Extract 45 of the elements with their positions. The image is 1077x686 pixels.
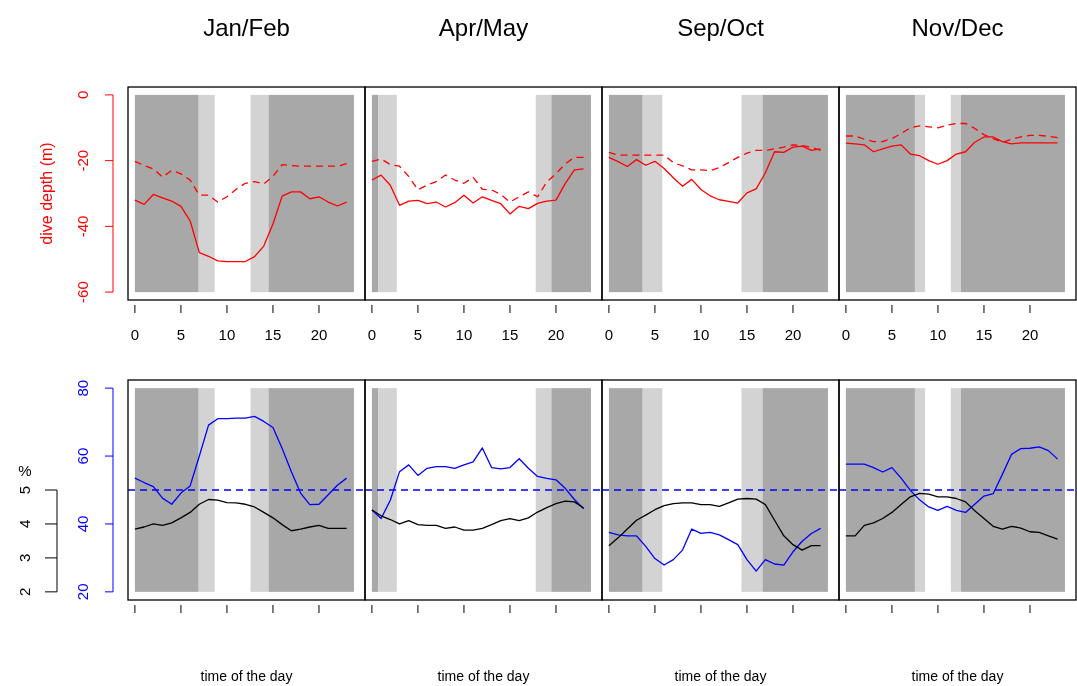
- x-tick-label: 10: [218, 326, 236, 343]
- y2-axis-title: %: [18, 462, 32, 479]
- x-tick-label: 20: [310, 326, 328, 343]
- y-axis-title: dive depth (m): [38, 142, 55, 245]
- x-axis-title: time of the day: [674, 668, 767, 684]
- y-tick-label: -20: [74, 149, 91, 172]
- y-tick-label: -40: [74, 215, 91, 238]
- x-axis-title: time of the day: [437, 668, 530, 684]
- x-tick-label: 15: [975, 326, 993, 343]
- y-tick-label: 0: [74, 90, 91, 100]
- x-tick-label: 20: [1021, 326, 1039, 343]
- x-tick-label: 15: [738, 326, 756, 343]
- x-tick-label: 5: [887, 326, 897, 343]
- x-axis-title: time of the day: [200, 668, 293, 684]
- line-series: [134, 191, 348, 263]
- line-series: [134, 498, 348, 532]
- y-tick-label: 40: [74, 515, 91, 533]
- x-tick-label: 15: [501, 326, 519, 343]
- line-series: [134, 160, 348, 203]
- x-tick-label: 0: [604, 326, 614, 343]
- y2-tick-label: 3: [16, 553, 33, 563]
- x-tick-label: 5: [650, 326, 660, 343]
- chart-title: Apr/May: [438, 14, 529, 41]
- x-tick-label: 5: [176, 326, 186, 343]
- x-tick-label: 20: [784, 326, 802, 343]
- x-tick-label: 0: [841, 326, 851, 343]
- chart-title: Nov/Dec: [911, 14, 1004, 41]
- y-tick-label: 20: [74, 583, 91, 601]
- x-tick-label: 20: [547, 326, 565, 343]
- x-tick-label: 10: [692, 326, 710, 343]
- y-tick-label: 60: [74, 447, 91, 465]
- x-tick-label: 10: [455, 326, 473, 343]
- y-tick-label: 80: [74, 379, 91, 397]
- y2-tick-label: 5: [16, 485, 33, 495]
- chart-title: Jan/Feb: [203, 14, 290, 41]
- x-tick-label: 0: [367, 326, 377, 343]
- x-tick-label: 0: [130, 326, 140, 343]
- x-tick-label: 15: [264, 326, 282, 343]
- x-axis-title: time of the day: [911, 668, 1004, 684]
- y2-tick-label: 2: [16, 587, 33, 597]
- x-tick-label: 5: [413, 326, 423, 343]
- chart-title: Sep/Oct: [677, 14, 765, 41]
- y-tick-label: -60: [74, 281, 91, 303]
- y2-tick-label: 4: [16, 519, 33, 529]
- x-tick-label: 10: [929, 326, 947, 343]
